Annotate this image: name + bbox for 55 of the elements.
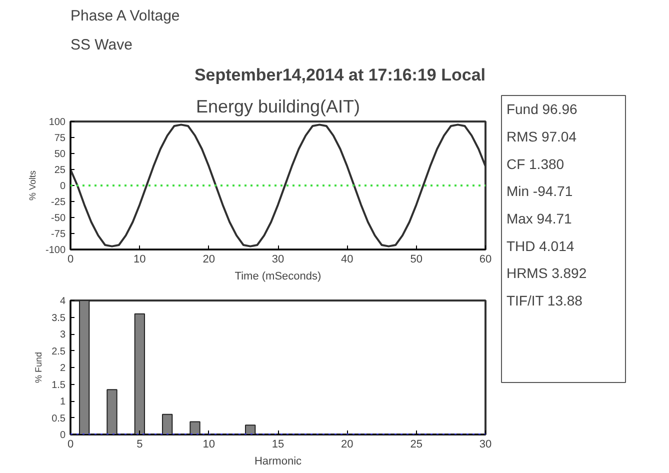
bar [244,424,256,434]
x-tick-label: 15 [272,438,284,450]
x-tick-label: 20 [341,438,354,450]
y-tick-label: -100 [45,245,66,256]
y-tick-label: -25 [51,197,66,208]
text: Max 94.71 [506,210,572,226]
text: HRMS 3.892 [506,265,587,282]
y-tick-label: -50 [51,213,66,224]
x-axis-title: Harmonic [254,456,302,468]
y-tick-label: 0 [60,181,66,192]
y-axis-title: % Volts [27,170,38,201]
y-axis-title: % Fund [34,352,44,384]
y-tick-label: 0 [60,430,66,441]
x-tick-label: 0 [67,438,74,450]
text: Phase A Voltage [70,8,180,24]
text: THD 4.014 [506,238,574,254]
y-tick-label: 2 [60,363,66,374]
text: Fund 96.96 [506,101,578,118]
bar [78,300,90,434]
y-tick-label: 4 [60,296,66,307]
y-tick-label: 50 [54,149,66,160]
bar [134,313,146,434]
x-axis-title: Time (mSeconds) [234,270,322,282]
x-tick-label: 20 [202,254,215,266]
y-tick-label: 2.5 [52,346,66,358]
text: Min -94.71 [506,183,573,200]
text: RMS 97.04 [506,128,577,144]
x-tick-label: 25 [410,438,422,450]
text: CF 1.380 [506,156,564,172]
bar [190,421,200,434]
x-tick-label: 50 [410,254,422,266]
chart-title: Energy building(AIT) [196,96,360,116]
x-tick-label: 60 [479,254,492,266]
x-tick-label: 30 [479,438,492,450]
x-tick-label: 10 [134,254,146,266]
y-tick-label: 0.5 [52,413,66,424]
y-tick-label: 1.5 [52,380,66,391]
text: September14,2014 at 17:16:19 Local [194,66,486,84]
text: TIF/IT 13.88 [506,292,583,308]
x-tick-label: 40 [341,254,354,266]
line-series [70,124,486,248]
x-tick-label: 10 [202,438,215,450]
y-tick-label: 25 [54,165,66,176]
y-tick-label: 3.5 [52,312,66,324]
text: SS Wave [70,36,132,54]
y-tick-label: 3 [60,330,66,340]
bar [106,389,118,434]
x-tick-label: 30 [272,254,284,266]
y-tick-label: 1 [60,396,66,408]
bar [162,414,173,434]
y-tick-label: 75 [54,133,66,144]
x-tick-label: 0 [67,254,74,266]
x-tick-label: 5 [136,438,143,450]
y-tick-label: 100 [48,117,66,128]
y-tick-label: -75 [51,229,66,240]
